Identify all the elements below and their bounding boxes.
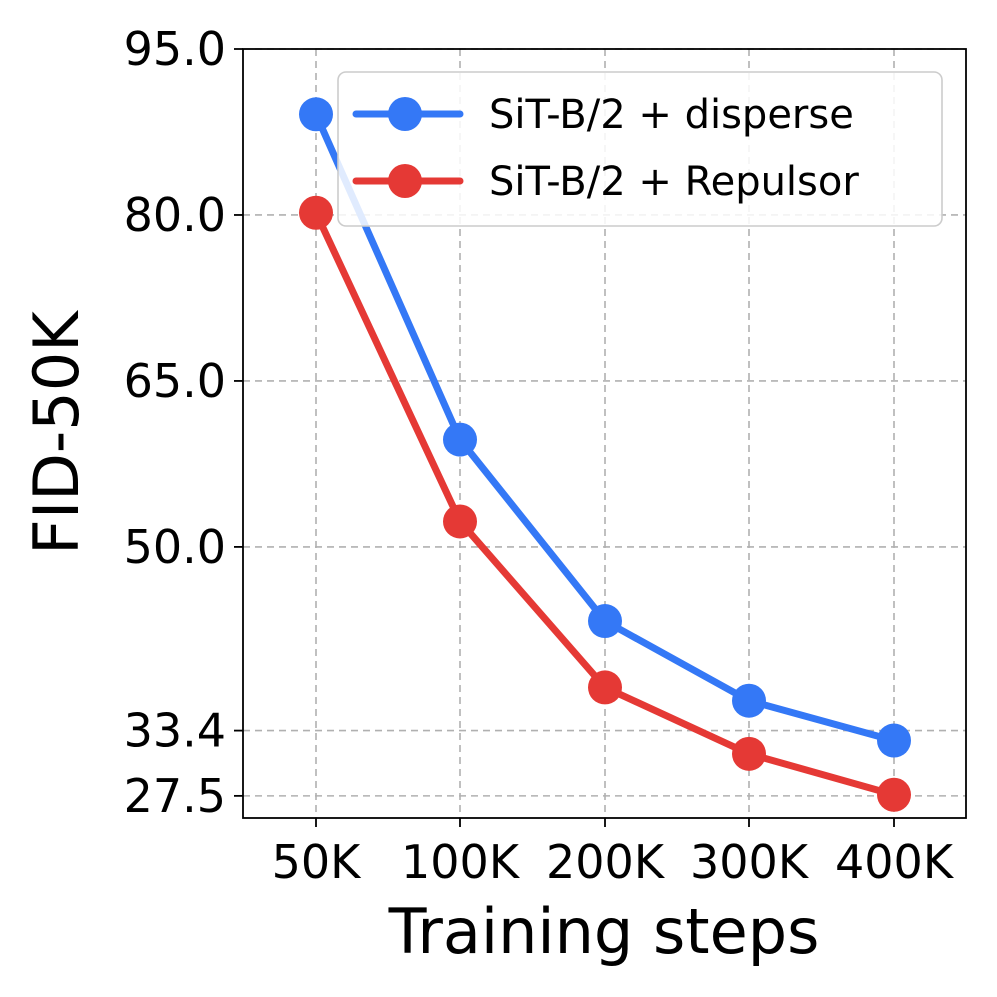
x-tick-label: 300K [690,835,810,889]
series-1 [299,97,911,758]
x-axis-title: Training steps [388,895,820,968]
y-axis: 27.5 33.4 50.0 65.0 80.0 95.0 [124,22,243,823]
data-point [732,683,766,718]
data-point [732,736,766,771]
legend-label: SiT-B/2 + disperse [489,92,854,138]
data-point [588,604,622,639]
data-point [588,670,622,705]
legend-marker-swatch [388,97,422,131]
y-tick-label: 27.5 [124,769,226,823]
legend-item-2: SiT-B/2 + Repulsor [352,159,859,205]
legend: SiT-B/2 + disperse SiT-B/2 + Repulsor [337,71,943,227]
y-tick-label: 80.0 [124,188,226,242]
x-tick-label: 100K [401,835,521,889]
data-point [299,97,333,132]
x-tick-label: 400K [835,835,955,889]
legend-item-1: SiT-B/2 + disperse [352,92,854,138]
data-point [877,777,911,812]
data-point [299,195,333,230]
series-layer [299,97,911,812]
y-axis-title: FID-50K [20,310,93,555]
x-tick-label: 200K [546,835,666,889]
x-tick-label: 50K [272,835,363,889]
y-tick-label: 33.4 [124,704,226,758]
y-tick-label: 95.0 [124,22,226,76]
legend-label: SiT-B/2 + Repulsor [489,159,859,205]
x-axis: 50K 100K 200K 300K 400K [272,818,955,889]
legend-box [337,71,943,227]
legend-marker-swatch [388,164,422,198]
data-point [877,723,911,758]
y-tick-label: 50.0 [124,520,226,574]
series-2 [299,195,911,812]
data-point [443,422,477,457]
data-point [443,504,477,539]
y-tick-label: 65.0 [124,354,226,408]
